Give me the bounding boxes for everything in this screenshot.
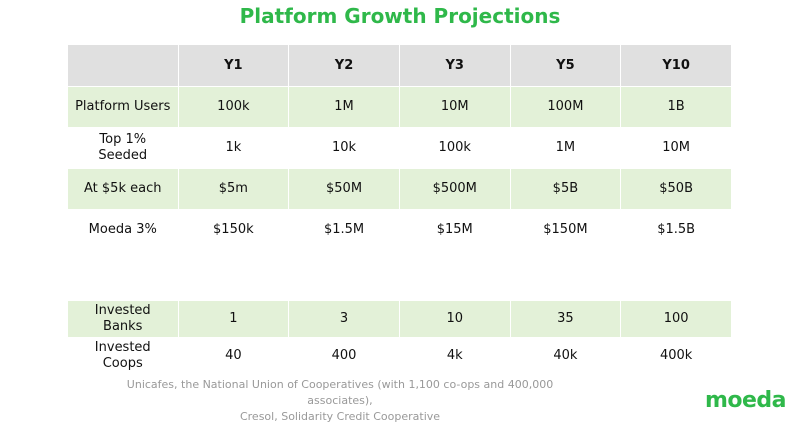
table-cell: 3 xyxy=(288,300,400,338)
table-row-at-5k-each: At $5k each $5m $50M $500M $5B $50B xyxy=(68,168,732,210)
table-cell: $150k xyxy=(178,209,290,251)
table-cell: 1 xyxy=(178,300,290,338)
header-cell-y2: Y2 xyxy=(288,45,400,87)
table-cell: 10M xyxy=(620,127,732,169)
table-cell: 1M xyxy=(510,127,622,169)
table-cell: 10k xyxy=(288,127,400,169)
row-label: Invested Banks xyxy=(68,300,179,338)
header-cell-empty xyxy=(68,45,179,87)
table-cell: $50M xyxy=(288,168,400,210)
row-label-text: Invested Coops xyxy=(94,340,151,371)
header-cell-y5: Y5 xyxy=(510,45,622,87)
table-cell: $500M xyxy=(399,168,511,210)
row-label: Top 1% Seeded xyxy=(68,127,179,169)
header-cell-y3: Y3 xyxy=(399,45,511,87)
table-cell: 100 xyxy=(620,300,732,338)
table-cell: 400 xyxy=(288,337,400,375)
table-cell: $150M xyxy=(510,209,622,251)
table-cell: 10 xyxy=(399,300,511,338)
table-cell: 1M xyxy=(288,86,400,128)
row-label: Platform Users xyxy=(68,86,179,128)
table-row-platform-users: Platform Users 100k 1M 10M 100M 1B xyxy=(68,86,732,128)
table-cell: 100k xyxy=(399,127,511,169)
table-header-row: Y1 Y2 Y3 Y5 Y10 xyxy=(68,45,732,87)
header-cell-y1: Y1 xyxy=(178,45,290,87)
table-row-moeda-3pct: Moeda 3% $150k $1.5M $15M $150M $1.5B xyxy=(68,209,732,251)
table-cell: 100M xyxy=(510,86,622,128)
footnote: Unicafes, the National Union of Cooperat… xyxy=(110,377,570,425)
table-row-invested-banks: Invested Banks 1 3 10 35 100 xyxy=(68,300,732,338)
table-row-invested-coops: Invested Coops 40 400 4k 40k 400k xyxy=(68,337,732,375)
table-cell: 35 xyxy=(510,300,622,338)
footnote-line-1: Unicafes, the National Union of Cooperat… xyxy=(126,378,554,407)
table-cell: $15M xyxy=(399,209,511,251)
table-cell: 100k xyxy=(178,86,290,128)
slide-title: Platform Growth Projections xyxy=(239,4,561,28)
row-label: Invested Coops xyxy=(68,337,179,375)
header-cell-y10: Y10 xyxy=(620,45,732,87)
row-label: Moeda 3% xyxy=(68,209,179,251)
table-cell: 1B xyxy=(620,86,732,128)
table-cell: 4k xyxy=(399,337,511,375)
table-cell: 10M xyxy=(399,86,511,128)
table-cell: 400k xyxy=(620,337,732,375)
table-cell: $1.5B xyxy=(620,209,732,251)
table-cell: 1k xyxy=(178,127,290,169)
table-spacer-row xyxy=(68,250,732,301)
table-cell: 40k xyxy=(510,337,622,375)
table-row-top-seeded: Top 1% Seeded 1k 10k 100k 1M 10M xyxy=(68,127,732,169)
row-label-text: Top 1% Seeded xyxy=(98,132,148,163)
table-cell: $1.5M xyxy=(288,209,400,251)
row-label: At $5k each xyxy=(68,168,179,210)
spacer-cell xyxy=(68,250,732,301)
footnote-line-2: Cresol, Solidarity Credit Cooperative xyxy=(239,410,441,423)
table-cell: $5B xyxy=(510,168,622,210)
projections-table: Y1 Y2 Y3 Y5 Y10 Platform Users 100k 1M 1… xyxy=(68,45,732,375)
table-cell: 40 xyxy=(178,337,290,375)
row-label-text: Invested Banks xyxy=(94,303,151,334)
table-cell: $5m xyxy=(178,168,290,210)
moeda-logo: moeda xyxy=(704,388,787,413)
table-cell: $50B xyxy=(620,168,732,210)
